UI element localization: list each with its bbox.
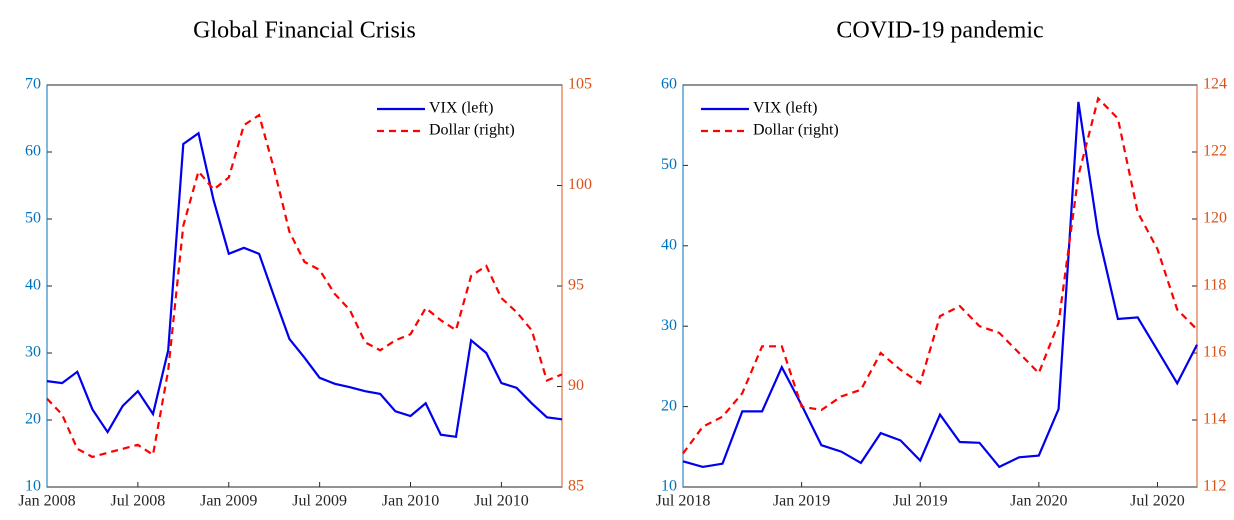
legend-label: VIX (left) [429, 100, 493, 117]
x-tick-label: Jan 2010 [382, 493, 439, 510]
y-tick-label: 20 [25, 411, 41, 428]
x-tick-label: Jan 2009 [200, 493, 257, 510]
y-tick-label: 50 [661, 156, 677, 173]
y2-tick-label: 118 [1203, 277, 1226, 294]
y2-tick-label: 95 [568, 277, 584, 294]
y2-tick-label: 90 [568, 377, 584, 394]
x-tick-label: Jul 2018 [656, 493, 711, 510]
plot-frame [46, 84, 563, 488]
x-tick-label: Jan 2008 [18, 493, 75, 510]
x-tick-label: Jul 2009 [292, 493, 347, 510]
legend-label: VIX (left) [753, 100, 817, 117]
chart-title: Global Financial Crisis [193, 18, 416, 44]
y2-tick-label: 112 [1203, 478, 1226, 495]
legend-label: Dollar (right) [753, 122, 839, 139]
y-tick-label: 60 [25, 143, 41, 160]
legend-label: Dollar (right) [429, 122, 515, 139]
x-tick-label: Jul 2008 [111, 493, 166, 510]
y-tick-label: 40 [661, 236, 677, 253]
y-tick-label: 30 [661, 317, 677, 334]
y2-tick-label: 100 [568, 176, 592, 193]
y-tick-label: 60 [661, 76, 677, 93]
y-tick-label: 50 [25, 210, 41, 227]
y-tick-label: 20 [661, 397, 677, 414]
plot-frame [682, 84, 1198, 488]
x-tick-label: Jul 2010 [474, 493, 529, 510]
x-tick-label: Jul 2020 [1130, 493, 1185, 510]
y2-tick-label: 124 [1203, 76, 1227, 93]
y2-tick-label: 120 [1203, 210, 1227, 227]
x-tick-label: Jan 2020 [1010, 493, 1067, 510]
y-tick-label: 10 [661, 478, 677, 495]
y2-tick-label: 114 [1203, 411, 1226, 428]
x-tick-label: Jan 2019 [773, 493, 830, 510]
y-tick-label: 30 [25, 344, 41, 361]
y-tick-label: 70 [25, 76, 41, 93]
series-line [682, 96, 1198, 455]
y2-tick-label: 85 [568, 478, 584, 495]
series-line [46, 113, 563, 459]
y2-tick-label: 116 [1203, 344, 1226, 361]
x-tick-label: Jul 2019 [893, 493, 948, 510]
y2-tick-label: 105 [568, 76, 592, 93]
series-line [46, 131, 563, 439]
y-tick-label: 40 [25, 277, 41, 294]
series-line [682, 101, 1198, 469]
chart-title: COVID-19 pandemic [836, 18, 1043, 44]
y2-tick-label: 122 [1203, 143, 1227, 160]
y-tick-label: 10 [25, 478, 41, 495]
